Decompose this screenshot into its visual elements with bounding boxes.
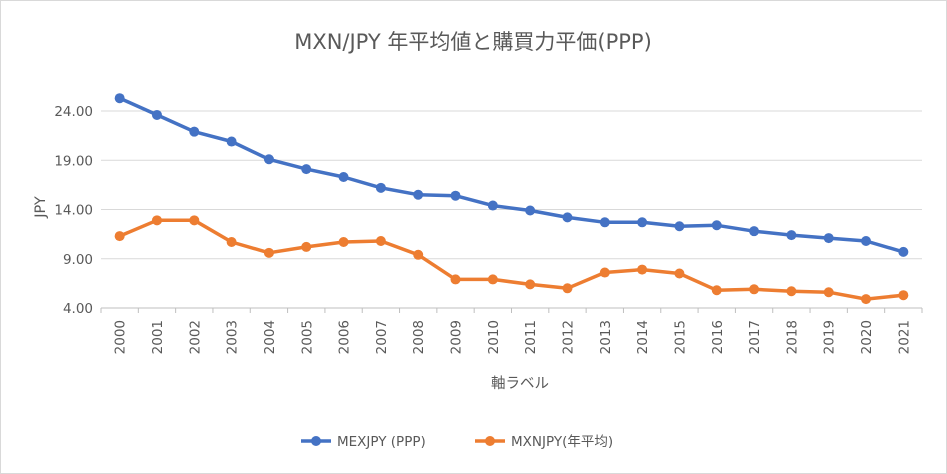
series [114,93,909,305]
data-point [189,126,200,137]
data-point [301,241,312,252]
data-point [487,200,498,211]
data-point [375,236,386,247]
data-point [263,154,274,165]
data-point [711,220,722,231]
data-point [674,268,685,279]
data-point [898,290,909,301]
data-point [861,294,872,305]
data-point [375,182,386,193]
x-tick-label: 2008 [411,320,427,354]
x-tick-label: 2010 [486,320,502,354]
x-tick-label: 2020 [859,320,875,354]
data-point [637,264,648,275]
data-point [338,237,349,248]
x-tick-label: 2016 [710,320,726,354]
x-tick-label: 2009 [449,320,465,354]
legend-swatch-marker [485,436,495,446]
legend: MEXJPY (PPP) MXNJPY(年平均) [301,434,613,450]
y-tick-label: 9.00 [63,252,93,268]
data-point [413,249,424,260]
data-point [413,189,424,200]
data-point [861,236,872,247]
data-point [114,231,125,242]
data-point [711,285,722,296]
data-point [487,274,498,285]
data-point [562,212,573,223]
data-point [749,284,760,295]
data-point [525,205,536,216]
x-axis-ticks: 2000 2001 2002 2003 2004 2005 2006 2007 2008 2009… [100,308,923,354]
x-tick-label: 2017 [747,320,763,354]
series-line-1 [117,96,906,254]
gridlines [101,110,922,309]
x-tick-label: 2021 [896,320,912,354]
data-point [749,226,760,237]
x-tick-label: 2014 [635,320,651,354]
data-point [898,246,909,257]
data-point [562,283,573,294]
data-point [786,286,797,297]
y-tick-label: 24.00 [54,104,93,120]
data-point [823,233,834,244]
y-tick-label: 14.00 [54,203,93,219]
data-point [599,217,610,228]
data-point [263,247,274,258]
x-tick-label: 2015 [672,320,688,354]
x-tick-label: 2004 [262,320,278,354]
y-axis-ticks: 4.00 9.00 14.00 19.00 24.00 [54,104,93,317]
y-tick-label: 19.00 [54,153,93,169]
legend-label: MXNJPY(年平均) [511,434,613,450]
x-tick-label: 2011 [523,320,539,354]
data-point [786,230,797,241]
data-point [301,164,312,175]
x-tick-label: 2006 [337,320,353,354]
data-point [450,190,461,201]
legend-label: MEXJPY (PPP) [337,434,426,450]
data-point [151,215,162,226]
data-point [525,279,536,290]
data-point [599,267,610,278]
data-point [338,171,349,182]
data-point [823,287,834,298]
x-tick-label: 2005 [299,320,315,354]
chart-title: MXN/JPY 年平均値と購買力平価(PPP) [294,30,652,54]
data-point [450,274,461,285]
x-tick-label: 2012 [560,320,576,354]
x-tick-label: 2003 [225,320,241,354]
series-line-2 [117,218,906,301]
data-point [226,237,237,248]
data-point [226,136,237,147]
x-axis-title: 軸ラベル [491,375,549,392]
y-axis-title: JPY [33,196,49,219]
x-tick-label: 2000 [113,320,129,354]
data-point [637,217,648,228]
data-point [189,215,200,226]
y-tick-label: 4.00 [63,301,93,317]
x-tick-label: 2019 [822,320,838,354]
x-tick-label: 2013 [598,320,614,354]
x-tick-label: 2002 [187,320,203,354]
legend-swatch-marker [311,436,321,446]
x-tick-label: 2018 [784,320,800,354]
data-point [674,221,685,232]
data-point [114,93,125,104]
data-point [151,109,162,120]
x-tick-label: 2007 [374,320,390,354]
x-tick-label: 2001 [150,320,166,354]
